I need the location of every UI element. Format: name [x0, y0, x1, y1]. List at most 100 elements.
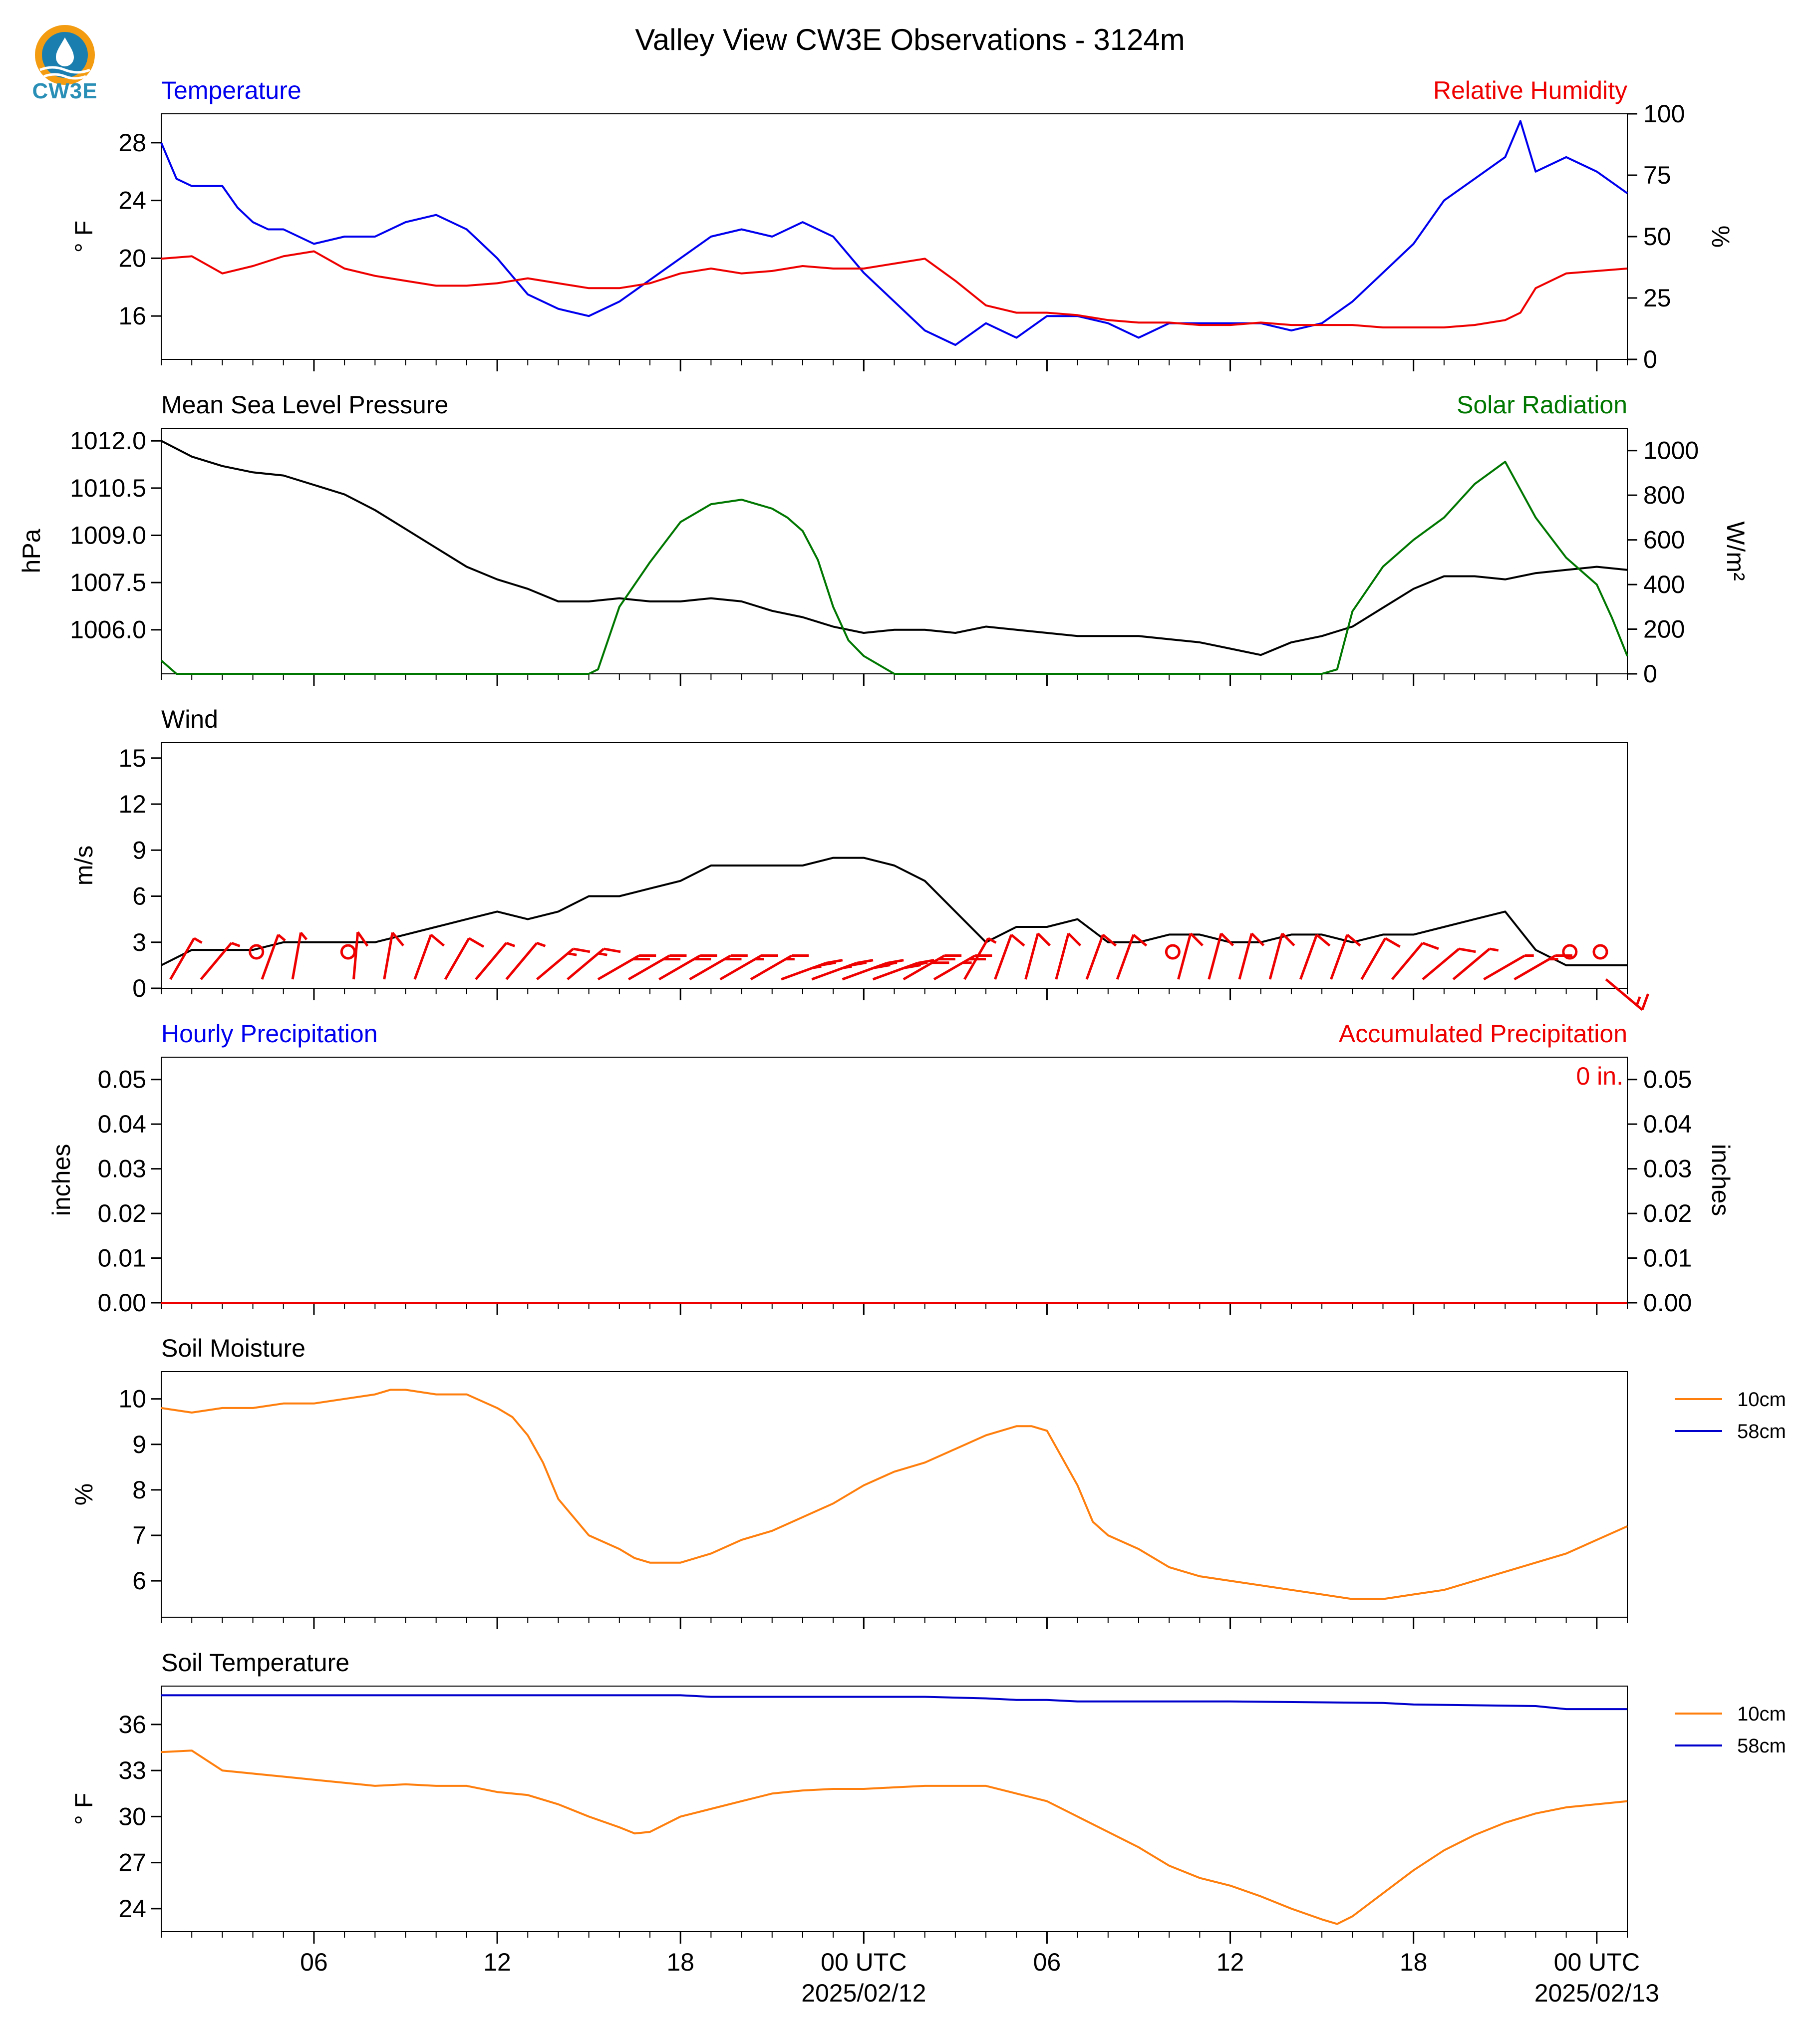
x-tick-label: 00 UTC [1554, 1948, 1640, 1976]
wind-barb-shaft [1483, 954, 1525, 981]
wind-barb-shaft [903, 954, 945, 981]
wind-barb-shaft [719, 954, 762, 981]
y-tick-label: 1010.5 [70, 474, 146, 502]
series-line-temperature [160, 120, 1628, 346]
y-axis-label: inches [47, 1144, 75, 1216]
series-line-10cm [161, 1749, 1628, 1925]
wind-barb-feather [1489, 947, 1499, 952]
wind-barb-shaft [444, 937, 470, 980]
y-tick-label: 0.00 [98, 1289, 146, 1317]
y-right-tick-label: 400 [1643, 571, 1685, 598]
wind-barb-shaft [475, 942, 508, 980]
panel-temp_rh: Temperature Relative Humidity 16 20 24 28 ° F 0… [70, 76, 1735, 373]
wind-barb-feather [1459, 947, 1476, 953]
wind-barb-shaft [689, 954, 732, 981]
wind-barb-feather [468, 937, 485, 948]
wind-barb-feather [1281, 932, 1295, 947]
x-tick-date-label: 2025/02/12 [801, 1979, 926, 2007]
y-right-tick-label: 1000 [1643, 437, 1699, 465]
wind-barb-feather [1133, 933, 1148, 947]
y-right-tick-label: 0.02 [1643, 1199, 1692, 1227]
wind-barb-feather [1037, 932, 1051, 947]
logo-text: CW3E [32, 79, 98, 103]
y-tick-label: 6 [132, 1567, 146, 1595]
y-right-tick-label: 200 [1643, 615, 1685, 643]
wind-barb-shaft [1024, 933, 1039, 980]
series-line-10cm [161, 1389, 1628, 1600]
wind-barb-feather [1641, 993, 1649, 1010]
panel-frame [161, 428, 1628, 674]
panel-left-title: Hourly Precipitation [161, 1020, 378, 1048]
wind-calm-circle [1592, 944, 1608, 960]
wind-barb-shaft [1360, 937, 1387, 980]
panel-frame [161, 1686, 1628, 1932]
wind-barb-shaft [1422, 948, 1460, 980]
accum-precip-label: 0 in. [1576, 1062, 1623, 1090]
y-right-tick-label: 0.04 [1643, 1110, 1692, 1138]
y-tick-label: 1009.0 [70, 521, 146, 549]
wind-barb-feather [604, 947, 621, 953]
y-tick-label: 1007.5 [70, 569, 146, 596]
y-tick-label: 24 [118, 187, 146, 215]
y-tick-label: 24 [118, 1895, 146, 1923]
panel-left-title: Wind [161, 705, 218, 733]
wind-barb-feather [1102, 933, 1117, 947]
wind-barb-feather [300, 931, 308, 940]
y-axis-label: hPa [17, 529, 45, 573]
wind-barb-shaft [567, 948, 605, 980]
wind-barb-feather [193, 937, 203, 944]
wind-barb-feather [1010, 933, 1025, 947]
wind-barb-shaft [1391, 942, 1424, 980]
wind-barb-feather [849, 961, 867, 967]
wind-barb-feather [1067, 932, 1082, 947]
wind-barb-shaft [383, 932, 394, 980]
wind-barb-shaft [963, 937, 989, 980]
y-tick-label: 1006.0 [70, 616, 146, 644]
y-tick-label: 7 [132, 1521, 146, 1549]
y-tick-label: 9 [132, 1431, 146, 1458]
y-tick-label: 0.03 [98, 1155, 146, 1183]
wind-barb-feather [356, 931, 369, 947]
wind-barbs [169, 931, 1649, 1011]
wind-barb-feather [1346, 933, 1361, 947]
wind-barb-feather [987, 937, 997, 944]
wind-calm-circle [340, 944, 356, 960]
wind-barb-shaft [261, 934, 280, 980]
wind-barb-shaft [1177, 933, 1192, 980]
series-line-mean-sea-level-pressure [161, 440, 1628, 656]
wind-barb-feather [873, 963, 891, 969]
wind-barb-feather [277, 933, 286, 942]
series-line-solar-radiation [160, 461, 1628, 675]
wind-barb-shaft [1268, 933, 1284, 980]
x-tick-label: 06 [300, 1948, 328, 1976]
wind-barb-shaft [291, 932, 303, 980]
wind-barb-shaft [627, 954, 670, 981]
panel-soil_temp: 06 12 18 00 UTC 2025/02/12 06 12 18 00 UTC 2025/0… [70, 1649, 1786, 2007]
wind-barb-shaft [1238, 933, 1253, 980]
y-tick-label: 3 [132, 928, 146, 956]
y-right-tick-label: 50 [1643, 223, 1671, 251]
series-line-wind [161, 857, 1627, 966]
y-right-axis-label: % [1707, 226, 1735, 248]
wind-barb-shaft [200, 942, 233, 980]
wind-barb-shaft [413, 934, 432, 980]
wind-barb-shaft [1116, 934, 1135, 980]
wind-calm-circle [1562, 944, 1578, 960]
wind-barb-shaft [597, 954, 640, 981]
legend-label: 58cm [1737, 1421, 1786, 1443]
y-tick-label: 33 [118, 1756, 146, 1784]
panel-right-title: Relative Humidity [1433, 76, 1627, 104]
wind-barb-feather [1220, 932, 1234, 947]
wind-barb-feather [568, 952, 577, 956]
wind-barb-shaft [933, 954, 976, 981]
y-tick-label: 15 [118, 744, 146, 772]
y-tick-label: 1012.0 [70, 427, 146, 455]
y-right-tick-label: 25 [1643, 284, 1671, 312]
wind-barb-shaft [750, 954, 793, 981]
y-right-tick-label: 0.03 [1643, 1155, 1692, 1183]
wind-barb-shaft [1330, 934, 1349, 980]
series-line-58cm [161, 1694, 1627, 1711]
y-right-tick-label: 600 [1643, 526, 1685, 554]
y-right-axis-label: W/m² [1722, 521, 1750, 580]
wind-barb-feather [536, 941, 546, 947]
